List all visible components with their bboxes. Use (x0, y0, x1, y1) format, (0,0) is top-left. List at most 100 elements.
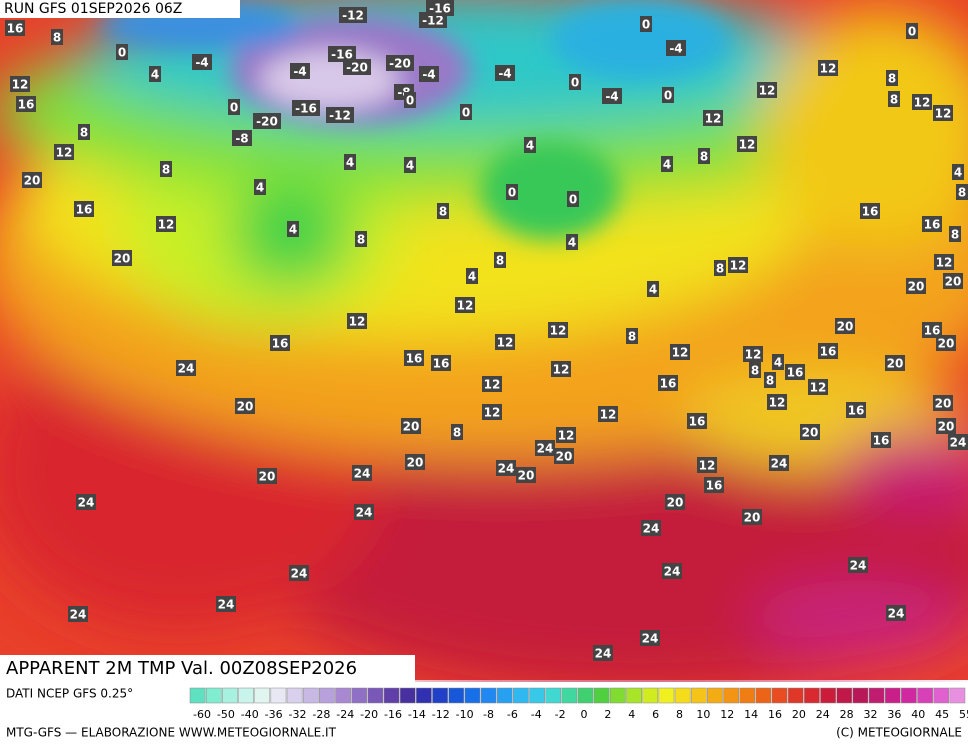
label-box (292, 100, 320, 116)
label-box (647, 281, 659, 297)
temperature-label: -12 (342, 9, 364, 23)
label-box (482, 376, 502, 392)
label-box (769, 455, 789, 471)
label-box (431, 355, 451, 371)
colorbar-swatch (464, 687, 481, 704)
temperature-label: 20 (407, 456, 424, 470)
label-box (871, 432, 891, 448)
label-box (846, 402, 866, 418)
temperature-label: -4 (669, 42, 682, 56)
colorbar-label: 0 (581, 708, 588, 721)
label-box (936, 418, 956, 434)
colorbar-swatch (901, 687, 917, 704)
label-box (818, 343, 838, 359)
temperature-label: 4 (346, 156, 354, 170)
temperature-label: 12 (558, 429, 575, 443)
label-box (948, 434, 968, 450)
label-box (16, 96, 36, 112)
label-box (386, 55, 414, 71)
colorbar-swatch (642, 687, 659, 704)
temperature-label: -4 (195, 56, 208, 70)
temperature-label: 16 (660, 377, 677, 391)
colorbar-swatch (690, 687, 707, 704)
colorbar-swatch (545, 687, 562, 704)
temperature-label: 20 (403, 420, 420, 434)
temperature-label: 12 (497, 336, 514, 350)
colorbar-swatch (836, 687, 853, 704)
temperature-label: 12 (935, 107, 952, 121)
temperature-label: 24 (498, 462, 515, 476)
colorbar-swatch (432, 687, 448, 704)
colorbar-swatch (480, 687, 497, 704)
colorbar-swatch (949, 687, 966, 704)
colorbar-label: 24 (816, 708, 830, 721)
temperature-label: 12 (914, 96, 931, 110)
label-box (437, 203, 449, 219)
colorbar-label: 45 (935, 708, 949, 721)
label-box (767, 394, 787, 410)
label-box (922, 216, 942, 232)
label-box (290, 63, 310, 79)
colorbar-label: -20 (360, 708, 378, 721)
label-box (757, 82, 777, 98)
colorbar-swatch (270, 687, 287, 704)
colorbar-label: 36 (887, 708, 901, 721)
label-box (466, 268, 478, 284)
title-box (0, 655, 415, 682)
colorbar-swatch (335, 687, 351, 704)
label-box (495, 334, 515, 350)
temperature-label: 4 (774, 356, 782, 370)
label-box (160, 161, 172, 177)
colorbar-swatch (626, 687, 642, 704)
temperature-label: 16 (924, 218, 941, 232)
label-box (835, 318, 855, 334)
colorbar-swatch (820, 687, 836, 704)
colorbar-swatch (593, 687, 610, 704)
source-label: DATI NCEP GFS 0.25° (6, 687, 133, 701)
temperature-label: 20 (802, 426, 819, 440)
label-box (460, 104, 472, 120)
label-box (405, 454, 425, 470)
label-box (524, 137, 536, 153)
label-box (567, 191, 579, 207)
colorbar-swatch (399, 687, 416, 704)
colorbar-label: -28 (312, 708, 330, 721)
colorbar-swatch (302, 687, 319, 704)
colorbar-swatch (222, 687, 238, 704)
colorbar-label: -32 (289, 708, 307, 721)
label-box (593, 645, 613, 661)
label-box (149, 66, 161, 82)
colorbar-swatch (416, 687, 432, 704)
temperature-label: 24 (950, 436, 967, 450)
label-box (496, 460, 516, 476)
temperature-label: 8 (890, 93, 898, 107)
run-label: RUN GFS 01SEP2026 06Z (4, 1, 182, 17)
colorbar-label: -4 (531, 708, 542, 721)
temperature-label: 12 (759, 84, 776, 98)
colorbar-swatch (577, 687, 594, 704)
temperature-label: 0 (664, 89, 672, 103)
label-box (598, 406, 618, 422)
label-box (254, 179, 266, 195)
label-box (665, 494, 685, 510)
label-box (404, 92, 416, 108)
temperature-label: 24 (78, 496, 95, 510)
temperature-label: -4 (605, 90, 618, 104)
colorbar-swatch (286, 687, 303, 704)
temperature-label: 16 (706, 479, 723, 493)
temperature-label: 20 (518, 469, 535, 483)
temperature-label: 12 (730, 259, 747, 273)
temperature-label: 20 (887, 357, 904, 371)
colorbar-swatch (383, 687, 400, 704)
label-box (785, 364, 805, 380)
temperature-label: 4 (954, 166, 962, 180)
colorbar-swatch (496, 687, 513, 704)
temperature-label: 12 (672, 346, 689, 360)
temperature-label: 8 (439, 205, 447, 219)
colorbar-swatch (787, 687, 804, 704)
temperature-label: -20 (256, 115, 278, 129)
colorbar-swatch (852, 687, 869, 704)
colorbar-swatch (771, 687, 788, 704)
colorbar-swatch (868, 687, 885, 704)
